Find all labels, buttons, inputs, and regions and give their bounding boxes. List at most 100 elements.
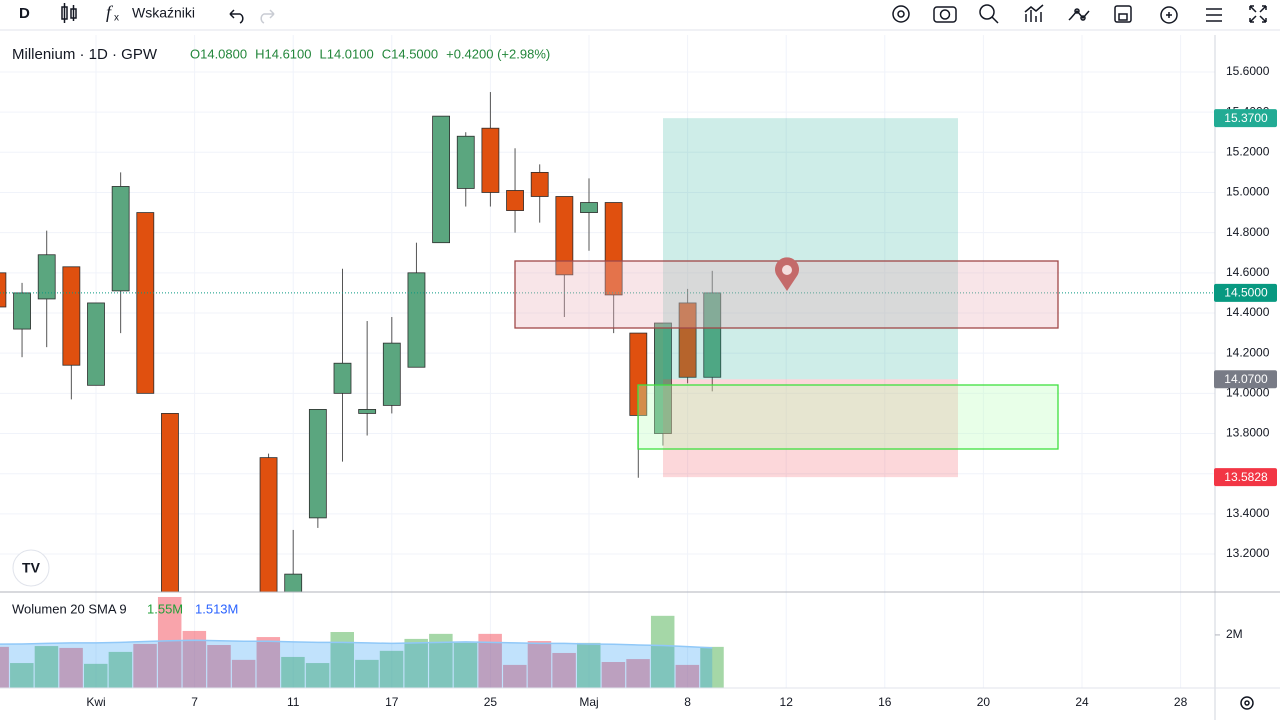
candle-body xyxy=(407,272,426,368)
y-tick-label: 14.0000 xyxy=(1226,386,1270,400)
candle-body xyxy=(13,292,31,330)
fx-icon-sub[interactable]: x xyxy=(114,13,119,24)
ohlc-legend: O14.0800 H14.6100 L14.0100 C14.5000 +0.4200 … xyxy=(190,46,550,61)
settings-button[interactable] xyxy=(892,5,910,23)
drawings xyxy=(514,257,1059,450)
price-tag xyxy=(1214,468,1277,487)
volume-sma-last: 1.513M xyxy=(195,601,238,616)
volume-bar xyxy=(59,647,83,688)
volume-bar xyxy=(601,661,626,688)
candle-body xyxy=(284,573,303,592)
candle-body xyxy=(654,322,672,434)
volume-bar xyxy=(330,632,354,688)
ohlc-value: L14.0100 xyxy=(320,46,374,61)
candle-body xyxy=(111,186,130,292)
layout-button[interactable] xyxy=(1206,8,1222,22)
y-tick-label: 13.8000 xyxy=(1226,426,1270,440)
candle-body xyxy=(555,196,574,276)
snapshot-button[interactable] xyxy=(933,6,957,23)
ohlc-value: H14.6100 xyxy=(255,46,311,61)
volume-bar xyxy=(552,652,576,688)
fullscreen-button[interactable] xyxy=(1249,5,1267,23)
y-tick-label: 14.2000 xyxy=(1226,345,1270,359)
x-tick-label: 7 xyxy=(191,695,198,709)
volume-bar xyxy=(207,645,231,688)
indicators-icon[interactable] xyxy=(1024,4,1044,22)
search-button[interactable] xyxy=(979,4,995,20)
candle-body xyxy=(456,135,475,189)
symbol-title: Millenium · 1D · GPW xyxy=(12,46,158,63)
redo-button[interactable] xyxy=(260,9,275,24)
x-tick-label: 24 xyxy=(1075,695,1089,709)
support-zone[interactable] xyxy=(637,384,1059,450)
volume-tick-label: 2M xyxy=(1226,627,1243,641)
volume-bar xyxy=(231,659,256,688)
y-tick-label: 15.6000 xyxy=(1226,64,1270,78)
candle-body xyxy=(382,342,401,406)
candle-body xyxy=(506,190,524,211)
price-tag-label: 13.5828 xyxy=(1224,470,1268,484)
fx-icon[interactable]: f xyxy=(106,2,114,22)
price-tag-label: 14.5000 xyxy=(1224,286,1268,300)
candle-body xyxy=(87,302,105,386)
candle-body xyxy=(308,409,327,519)
volume-bar xyxy=(182,630,207,688)
save-button[interactable] xyxy=(1114,5,1132,23)
volume-bar xyxy=(157,596,182,688)
axis-settings[interactable] xyxy=(1240,696,1254,710)
svg-text:TV: TV xyxy=(22,560,41,576)
volume-bar xyxy=(700,646,724,688)
toolbar: D f x Wskaźniki xyxy=(19,2,1267,24)
volume-bar xyxy=(281,656,305,688)
volume-bar xyxy=(256,637,281,688)
tv-logo[interactable]: TV xyxy=(12,549,50,587)
x-tick-label: 8 xyxy=(684,695,691,709)
x-tick-label: 16 xyxy=(878,695,892,709)
volume-bar xyxy=(577,642,601,688)
volume-bar xyxy=(626,659,650,688)
price-tag-label: 15.3700 xyxy=(1224,111,1268,125)
candle-body xyxy=(161,413,179,592)
x-tick-label: 25 xyxy=(484,695,498,709)
y-tick-label: 14.6000 xyxy=(1226,265,1270,279)
y-tick-label: 13.4000 xyxy=(1226,506,1270,520)
volume-bar xyxy=(429,633,453,688)
candle-body xyxy=(580,202,598,213)
candle-body xyxy=(358,409,377,414)
indicators-button[interactable]: Wskaźniki xyxy=(132,5,195,21)
ohlc-value: +0.4200 (+2.98%) xyxy=(446,46,550,61)
compare-button[interactable] xyxy=(1068,9,1090,21)
volume-bar xyxy=(108,651,133,688)
chart-style-button[interactable] xyxy=(61,3,77,23)
y-tick-label: 14.4000 xyxy=(1226,305,1270,319)
position-loss xyxy=(663,379,958,478)
undo-button[interactable] xyxy=(229,9,244,24)
candle-body xyxy=(604,202,623,296)
price-tag xyxy=(1214,283,1277,302)
volume-bar xyxy=(675,664,700,688)
y-tick-label: 15.0000 xyxy=(1226,185,1270,199)
grid xyxy=(0,35,1215,688)
x-tick-label: Maj xyxy=(579,695,598,709)
position-profit xyxy=(663,118,958,380)
sma-area xyxy=(0,640,713,688)
interval[interactable]: D xyxy=(19,5,30,22)
axes xyxy=(0,29,1280,720)
alert-button[interactable] xyxy=(1160,6,1178,24)
volume-bar xyxy=(527,641,552,688)
x-tick-label: 11 xyxy=(287,695,300,709)
volume-pane xyxy=(0,596,724,688)
candle-body xyxy=(481,127,500,193)
volume-bar xyxy=(503,664,527,688)
candle-body xyxy=(333,362,352,394)
price-pane xyxy=(0,92,1215,592)
x-tick-label: Kwi xyxy=(86,695,105,709)
candle-body xyxy=(259,457,278,592)
volume-bar xyxy=(10,663,34,688)
candle-body xyxy=(432,115,451,244)
candle-body xyxy=(530,171,549,197)
pin-icon[interactable] xyxy=(775,257,799,291)
sma-line xyxy=(0,639,713,649)
